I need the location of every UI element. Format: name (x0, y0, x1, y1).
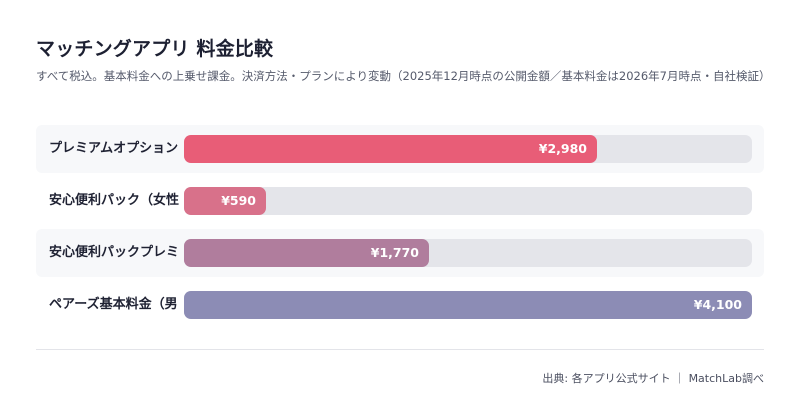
bar: ¥590 (184, 187, 266, 215)
bar-value-label: ¥2,980 (538, 141, 587, 156)
bar: ¥1,770 (184, 239, 429, 267)
bar-value-label: ¥590 (221, 193, 256, 208)
bar-chart: プレミアムオプション ¥2,980 安心便利パック（女性 ¥590 安心便利パックプレミ… (36, 125, 764, 329)
bar-track: ¥2,980 (184, 135, 752, 163)
chart-title: マッチングアプリ 料金比較 (36, 38, 274, 60)
category-label: 安心便利パックプレミ (49, 245, 180, 260)
bar: ¥4,100 (184, 291, 752, 319)
chart-row: ペアーズ基本料金（男 ¥4,100 (36, 281, 764, 329)
bar-track: ¥1,770 (184, 239, 752, 267)
category-label: ペアーズ基本料金（男 (49, 297, 178, 312)
category-label: 安心便利パック（女性 (49, 193, 180, 208)
source-note: 出典: 各アプリ公式サイト ｜ MatchLab調べ (542, 372, 764, 385)
bar: ¥2,980 (184, 135, 597, 163)
bar-track: ¥590 (184, 187, 752, 215)
category-label: プレミアムオプション (49, 141, 179, 156)
footer-divider (36, 349, 764, 350)
chart-row: 安心便利パックプレミ ¥1,770 (36, 229, 764, 277)
chart-subtitle: すべて税込。基本料金への上乗せ課金。決済方法・プランにより変動（2025年12月… (36, 69, 771, 83)
bar-value-label: ¥4,100 (693, 297, 742, 312)
bar-track: ¥4,100 (184, 291, 752, 319)
chart-row: 安心便利パック（女性 ¥590 (36, 177, 764, 225)
bar-value-label: ¥1,770 (370, 245, 419, 260)
chart-row: プレミアムオプション ¥2,980 (36, 125, 764, 173)
